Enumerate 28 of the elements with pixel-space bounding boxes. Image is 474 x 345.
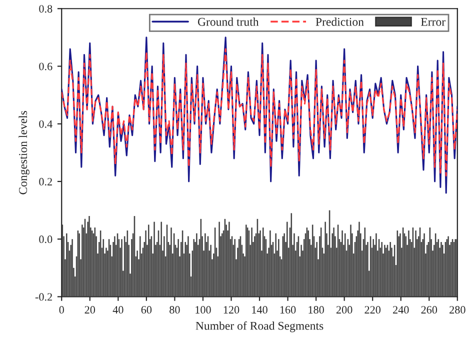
x-tick-label: 200 <box>336 306 352 314</box>
x-tick-label: 220 <box>364 306 381 314</box>
x-axis-title: Number of Road Segments <box>196 321 324 332</box>
y-tick-label: 0.6 <box>39 62 52 70</box>
x-tick-label: 40 <box>112 306 124 314</box>
x-tick-label: 0 <box>59 306 64 314</box>
legend-label: Prediction <box>316 18 364 26</box>
x-tick-label: 80 <box>170 306 180 314</box>
y-tick-label: 0.0 <box>39 236 52 244</box>
x-tick-label: 160 <box>280 306 296 314</box>
x-tick-label: 120 <box>224 306 240 314</box>
x-tick-label: 20 <box>84 306 96 314</box>
y-axis-title: Congestion levels <box>18 110 30 194</box>
x-tick-label: 180 <box>308 306 324 314</box>
x-tick-label: 280 <box>450 306 466 314</box>
x-tick-label: 140 <box>252 306 268 314</box>
x-tick-label: 240 <box>393 306 409 314</box>
x-tick-label: 260 <box>421 306 438 314</box>
x-tick-label: 100 <box>196 306 211 314</box>
x-tick-label: 60 <box>141 306 152 314</box>
y-tick-label: -0.2 <box>35 293 52 301</box>
y-tick-label: 0.2 <box>39 178 52 186</box>
line-series <box>62 48 458 176</box>
legend-label: Error <box>420 18 446 26</box>
line-series <box>62 36 458 194</box>
y-tick-label: 0.8 <box>39 5 52 13</box>
legend-label: Ground truth <box>198 18 259 26</box>
y-tick-label: 0.4 <box>39 120 52 128</box>
